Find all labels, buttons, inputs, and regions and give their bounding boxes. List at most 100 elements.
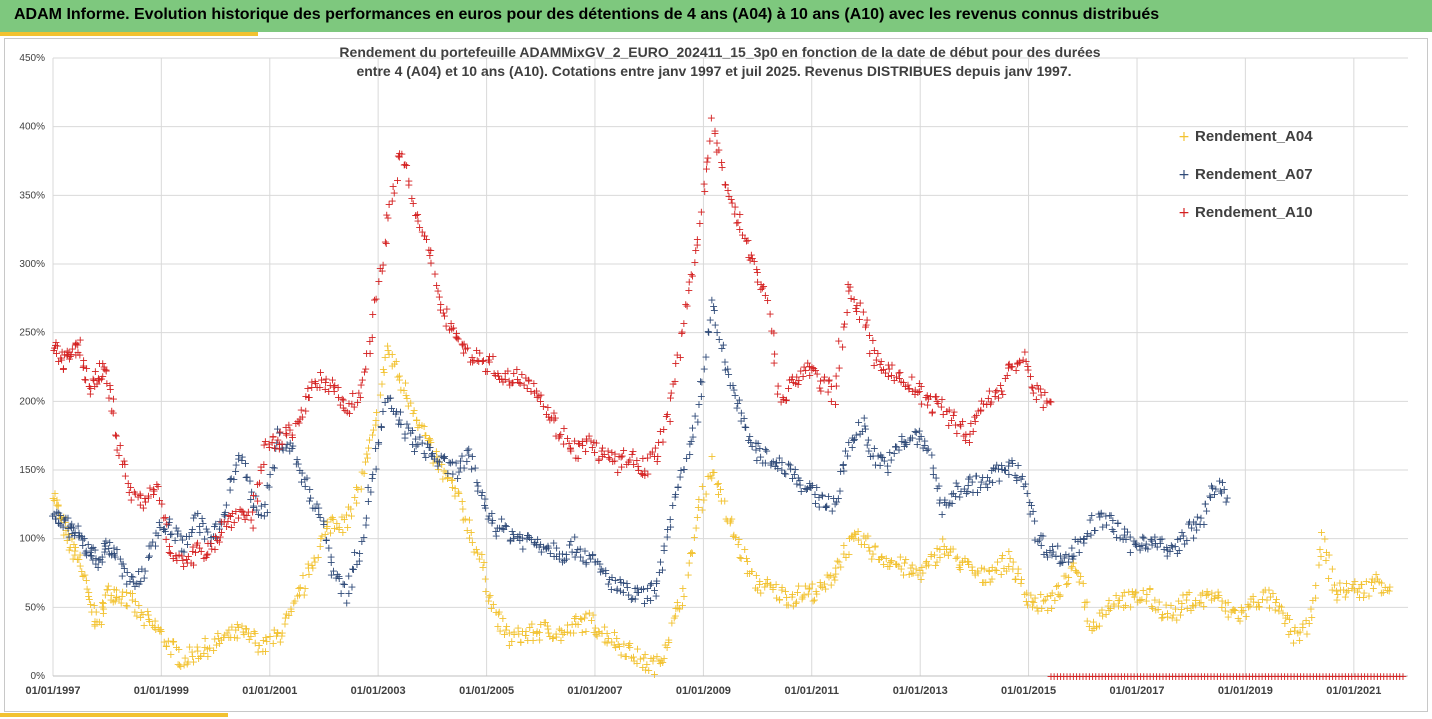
- rendement-a04-point: +: [1142, 595, 1151, 608]
- rendement-a04-point: +: [747, 565, 756, 578]
- rendement-a07-point: +: [915, 424, 924, 437]
- rendement-a10-point: +: [338, 392, 347, 405]
- rendement-a04-point: +: [357, 465, 366, 478]
- rendement-a04-point: +: [1353, 585, 1362, 598]
- rendement-a07-point: +: [637, 583, 646, 596]
- rendement-a04-point: +: [377, 378, 386, 391]
- rendement-a04-point: +: [150, 615, 159, 628]
- rendement-a10-point: +: [63, 349, 72, 362]
- rendement-a10-point: +: [275, 442, 284, 455]
- rendement-a10-point: +: [788, 371, 797, 384]
- rendement-a07-point: +: [209, 530, 218, 543]
- rendement-a10-point: +: [951, 418, 960, 431]
- rendement-a07-point: +: [908, 432, 917, 445]
- rendement-a04-point: +: [448, 473, 457, 486]
- rendement-a04-point: +: [864, 541, 873, 554]
- rendement-a04-point: +: [911, 562, 920, 575]
- rendement-a07-point: +: [924, 442, 933, 455]
- rendement-a07-point: +: [362, 511, 371, 524]
- rendement-a07-point: +: [701, 351, 710, 364]
- rendement-a04-point: +: [791, 597, 800, 610]
- rendement-a07-point: +: [305, 483, 314, 496]
- rendement-a10-point: +: [1007, 360, 1016, 373]
- rendement-a07-point: +: [723, 363, 732, 376]
- rendement-a10-point: +: [539, 400, 548, 413]
- rendement-a04-point: +: [775, 594, 784, 607]
- rendement-a10-point: +: [295, 416, 304, 429]
- rendement-a04-point: +: [1172, 614, 1181, 627]
- accent-bar-top: [0, 32, 258, 36]
- rendement-a07-point: +: [588, 548, 597, 561]
- rendement-a04-point: +: [393, 371, 402, 384]
- rendement-a10-point: +: [458, 339, 467, 352]
- rendement-a07-point: +: [756, 450, 765, 463]
- rendement-a04-point: +: [1158, 608, 1167, 621]
- rendement-a07-point: +: [277, 438, 286, 451]
- rendement-a10-point: +: [472, 344, 481, 357]
- rendement-a10-point: +: [298, 411, 307, 424]
- rendement-a10-point: +: [1040, 386, 1049, 399]
- rendement-a07-point: +: [585, 549, 594, 562]
- rendement-a07-point: +: [616, 585, 625, 598]
- rendement-a10-point: +: [127, 494, 136, 507]
- rendement-a04-point: +: [502, 620, 511, 633]
- rendement-a04-point: +: [1176, 608, 1185, 621]
- rendement-a04-point: +: [673, 601, 682, 614]
- rendement-a07-point: +: [562, 548, 571, 561]
- rendement-a10-point: +: [92, 377, 101, 390]
- rendement-a04-point: +: [290, 594, 299, 607]
- rendement-a07-point: +: [1051, 550, 1060, 563]
- rendement-a04-point: +: [169, 636, 178, 649]
- rendement-a07-point: +: [710, 304, 719, 317]
- rendement-a07-point: +: [366, 485, 375, 498]
- rendement-a04-point: +: [1031, 591, 1040, 604]
- rendement-a07-point: +: [1165, 545, 1174, 558]
- rendement-a10-point: +: [767, 325, 776, 338]
- rendement-a07-point: +: [972, 470, 981, 483]
- rendement-a04-point: +: [71, 541, 80, 554]
- rendement-a04-point: +: [1103, 600, 1112, 613]
- rendement-a07-point: +: [1147, 538, 1156, 551]
- rendement-a10-point: +: [452, 331, 461, 344]
- rendement-a04-point: +: [415, 419, 424, 432]
- rendement-a04-point: +: [196, 650, 205, 663]
- rendement-a04-point: +: [380, 366, 389, 379]
- rendement-a10-point: +: [179, 560, 188, 573]
- rendement-a04-point: +: [131, 595, 140, 608]
- rendement-a10-point: +: [100, 362, 109, 375]
- rendement-a07-point: +: [780, 467, 789, 480]
- rendement-a07-point: +: [555, 553, 564, 566]
- rendement-a10-point: +: [551, 411, 560, 424]
- rendement-a04-point: +: [1083, 615, 1092, 628]
- rendement-a10-point: +: [89, 374, 98, 387]
- rendement-a07-point: +: [430, 452, 439, 465]
- rendement-a04-point: +: [833, 555, 842, 568]
- rendement-a07-point: +: [525, 531, 534, 544]
- rendement-a07-point: +: [794, 472, 803, 485]
- rendement-a04-point: +: [1004, 560, 1013, 573]
- rendement-a04-point: +: [409, 404, 418, 417]
- rendement-a04-point: +: [1148, 602, 1157, 615]
- rendement-a04-point: +: [977, 562, 986, 575]
- rendement-a10-point: +: [501, 367, 510, 380]
- rendement-a04-point: +: [438, 472, 447, 485]
- rendement-a10-point: +: [447, 322, 456, 335]
- rendement-a10-point: +: [932, 390, 941, 403]
- rendement-a07-point: +: [243, 471, 252, 484]
- rendement-a04-point: +: [90, 615, 99, 628]
- rendement-a10-point: +: [62, 348, 71, 361]
- rendement-a10-point: +: [890, 374, 899, 387]
- rendement-a04-point: +: [678, 599, 687, 612]
- rendement-a04-point: +: [1028, 600, 1037, 613]
- rendement-a10-point: +: [400, 158, 409, 171]
- rendement-a04-point: +: [59, 511, 68, 524]
- rendement-a07-point: +: [1087, 509, 1096, 522]
- rendement-a07-point: +: [491, 525, 500, 538]
- rendement-a07-point: +: [493, 522, 502, 535]
- rendement-a04-point: +: [493, 620, 502, 633]
- rendement-a10-point: +: [139, 502, 148, 515]
- rendement-a04-point: +: [82, 583, 91, 596]
- rendement-a04-point: +: [281, 611, 290, 624]
- y-tick-label: 350%: [19, 190, 45, 201]
- rendement-a10-point: +: [304, 391, 313, 404]
